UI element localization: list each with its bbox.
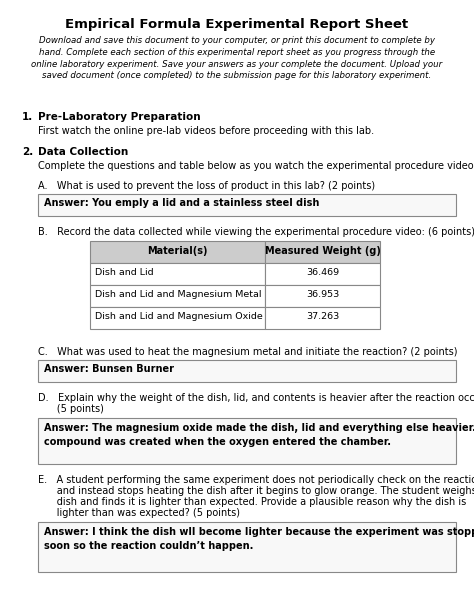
Bar [38,360,456,382]
Text: Material(s): Material(s) [147,246,208,256]
Bar [90,241,265,263]
Bar [38,522,456,572]
Text: Answer: I think the dish wll become lighter because the experiment was stopped t: Answer: I think the dish wll become ligh… [44,527,474,552]
Text: A.   What is used to prevent the loss of product in this lab? (2 points): A. What is used to prevent the loss of p… [38,181,375,191]
Text: Answer: The magnesium oxide made the dish, lid and everything else heavier. A ne: Answer: The magnesium oxide made the dis… [44,423,474,447]
Bar [265,241,380,263]
Bar [265,285,380,307]
Text: Answer: You emply a lid and a stainless steel dish: Answer: You emply a lid and a stainless … [44,198,319,208]
Bar [90,285,265,307]
Bar [90,263,265,285]
Text: Data Collection: Data Collection [38,147,128,157]
Text: 36.953: 36.953 [306,290,339,299]
Text: Dish and Lid and Magnesium Oxide: Dish and Lid and Magnesium Oxide [95,312,263,321]
Text: Answer: Bunsen Burner: Answer: Bunsen Burner [44,364,174,374]
Text: Complete the questions and table below as you watch the experimental procedure v: Complete the questions and table below a… [38,161,474,171]
Text: 36.469: 36.469 [306,268,339,277]
Text: D.   Explain why the weight of the dish, lid, and contents is heavier after the : D. Explain why the weight of the dish, l… [38,393,474,403]
Text: 2.: 2. [22,147,33,157]
Text: Dish and Lid and Magnesium Metal: Dish and Lid and Magnesium Metal [95,290,262,299]
Text: dish and finds it is lighter than expected. Provide a plausible reason why the d: dish and finds it is lighter than expect… [38,497,466,507]
Text: 37.263: 37.263 [306,312,339,321]
Text: Empirical Formula Experimental Report Sheet: Empirical Formula Experimental Report Sh… [65,18,409,31]
Text: C.   What was used to heat the magnesium metal and initiate the reaction? (2 poi: C. What was used to heat the magnesium m… [38,347,457,357]
Text: (5 points): (5 points) [38,404,104,414]
Text: E.   A student performing the same experiment does not periodically check on the: E. A student performing the same experim… [38,475,474,485]
Text: lighter than was expected? (5 points): lighter than was expected? (5 points) [38,508,240,518]
Bar [265,307,380,329]
Text: Dish and Lid: Dish and Lid [95,268,154,277]
Text: B.   Record the data collected while viewing the experimental procedure video: (: B. Record the data collected while viewi… [38,227,474,237]
Bar [38,194,456,216]
Bar [38,418,456,464]
Text: and instead stops heating the dish after it begins to glow orange. The student w: and instead stops heating the dish after… [38,486,474,496]
Text: 1.: 1. [22,112,33,122]
Text: Pre-Laboratory Preparation: Pre-Laboratory Preparation [38,112,201,122]
Text: First watch the online pre-lab videos before proceeding with this lab.: First watch the online pre-lab videos be… [38,126,374,136]
Bar [265,263,380,285]
Text: Measured Weight (g): Measured Weight (g) [264,246,381,256]
Text: Download and save this document to your computer, or print this document to comp: Download and save this document to your … [31,36,443,80]
Bar [90,307,265,329]
